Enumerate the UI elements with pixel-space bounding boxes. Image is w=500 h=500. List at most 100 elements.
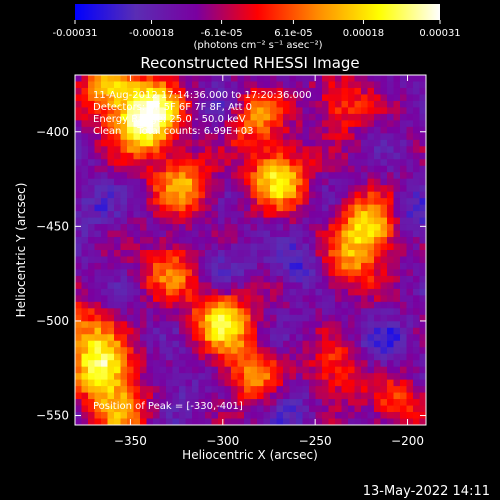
heatmap-cell [315,133,323,141]
heatmap-cell [250,237,258,244]
heatmap-cell [257,386,264,393]
heatmap-cell [348,172,355,180]
heatmap-cell [341,165,349,173]
heatmap-cell [120,295,128,303]
heatmap-cell [393,347,401,355]
heatmap-cell [231,178,238,186]
heatmap-cell [283,353,290,361]
heatmap-cell [185,256,193,264]
heatmap-cell [114,100,121,108]
heatmap-cell [400,133,407,141]
heatmap-cell [309,340,316,348]
heatmap-cell [361,373,368,381]
heatmap-cell [146,418,154,426]
heatmap-cell [88,191,95,199]
heatmap-cell [374,301,381,309]
heatmap-cell [166,418,173,426]
heatmap-cell [335,159,342,167]
heatmap-cell [354,146,362,154]
heatmap-cell [127,165,134,173]
heatmap-cell [263,237,271,244]
heatmap-cell [296,133,303,141]
heatmap-cell [75,159,82,167]
heatmap-cell [250,327,258,335]
heatmap-cell [328,113,336,121]
heatmap-cell [322,243,329,251]
heatmap-cell [335,347,342,355]
heatmap-cell [75,256,82,264]
heatmap-cell [114,159,121,167]
heatmap-cell [224,275,232,283]
heatmap-cell [185,191,193,199]
heatmap-cell [309,217,316,225]
heatmap-cell [328,321,336,329]
heatmap-cell [88,159,95,167]
heatmap-cell [393,418,401,426]
heatmap-cell [250,191,258,199]
heatmap-cell [309,392,316,400]
heatmap-cell [348,321,355,329]
heatmap-cell [361,204,368,212]
heatmap-cell [224,256,232,264]
heatmap-cell [231,198,238,206]
heatmap-cell [374,87,381,95]
heatmap-cell [341,334,349,342]
heatmap-cell [211,379,219,387]
heatmap-cell [361,185,368,193]
heatmap-cell [250,308,258,316]
heatmap-cell [114,172,121,180]
heatmap-cell [159,347,167,355]
heatmap-cell [348,373,355,381]
heatmap-cell [224,399,232,406]
heatmap-cell [296,159,303,167]
heatmap-cell [218,185,225,193]
heatmap-cell [81,146,89,154]
heatmap-cell [367,373,375,381]
heatmap-cell [400,327,407,335]
heatmap-cell [244,412,251,419]
heatmap-cell [94,353,102,361]
heatmap-cell [341,204,349,212]
heatmap-cell [367,256,375,264]
heatmap-cell [94,217,102,225]
heatmap-cell [348,204,355,212]
heatmap-cell [198,379,206,387]
heatmap-cell [114,198,121,206]
heatmap-cell [81,373,89,381]
heatmap-cell [270,75,277,82]
heatmap-cell [231,172,238,180]
heatmap-cell [315,412,323,419]
heatmap-cell [244,360,251,368]
heatmap-cell [413,107,420,115]
heatmap-cell [244,178,251,186]
heatmap-cell [413,386,420,393]
heatmap-cell [296,314,303,322]
heatmap-cell [107,178,115,186]
heatmap-cell [192,418,199,426]
heatmap-cell [309,412,316,419]
heatmap-cell [367,139,375,147]
heatmap-cell [419,100,427,108]
heatmap-cell [159,353,167,361]
heatmap-cell [296,87,303,95]
heatmap-cell [224,250,232,257]
heatmap-cell [263,120,271,128]
heatmap-cell [198,237,206,244]
heatmap-cell [94,275,102,283]
heatmap-cell [166,386,173,393]
heatmap-cell [400,185,407,193]
heatmap-cell [341,81,349,89]
heatmap-cell [218,269,225,277]
heatmap-cell [237,262,245,270]
heatmap-cell [224,152,232,160]
heatmap-cell [393,237,401,244]
heatmap-cell [140,191,147,199]
heatmap-cell [179,392,186,400]
heatmap-cell [250,120,258,128]
heatmap-cell [419,340,427,348]
heatmap-cell [211,191,219,199]
heatmap-cell [406,198,414,206]
heatmap-cell [172,87,180,95]
heatmap-cell [348,262,355,270]
colorbar-units: (photons cm⁻² s⁻¹ asec⁻²) [193,40,322,51]
